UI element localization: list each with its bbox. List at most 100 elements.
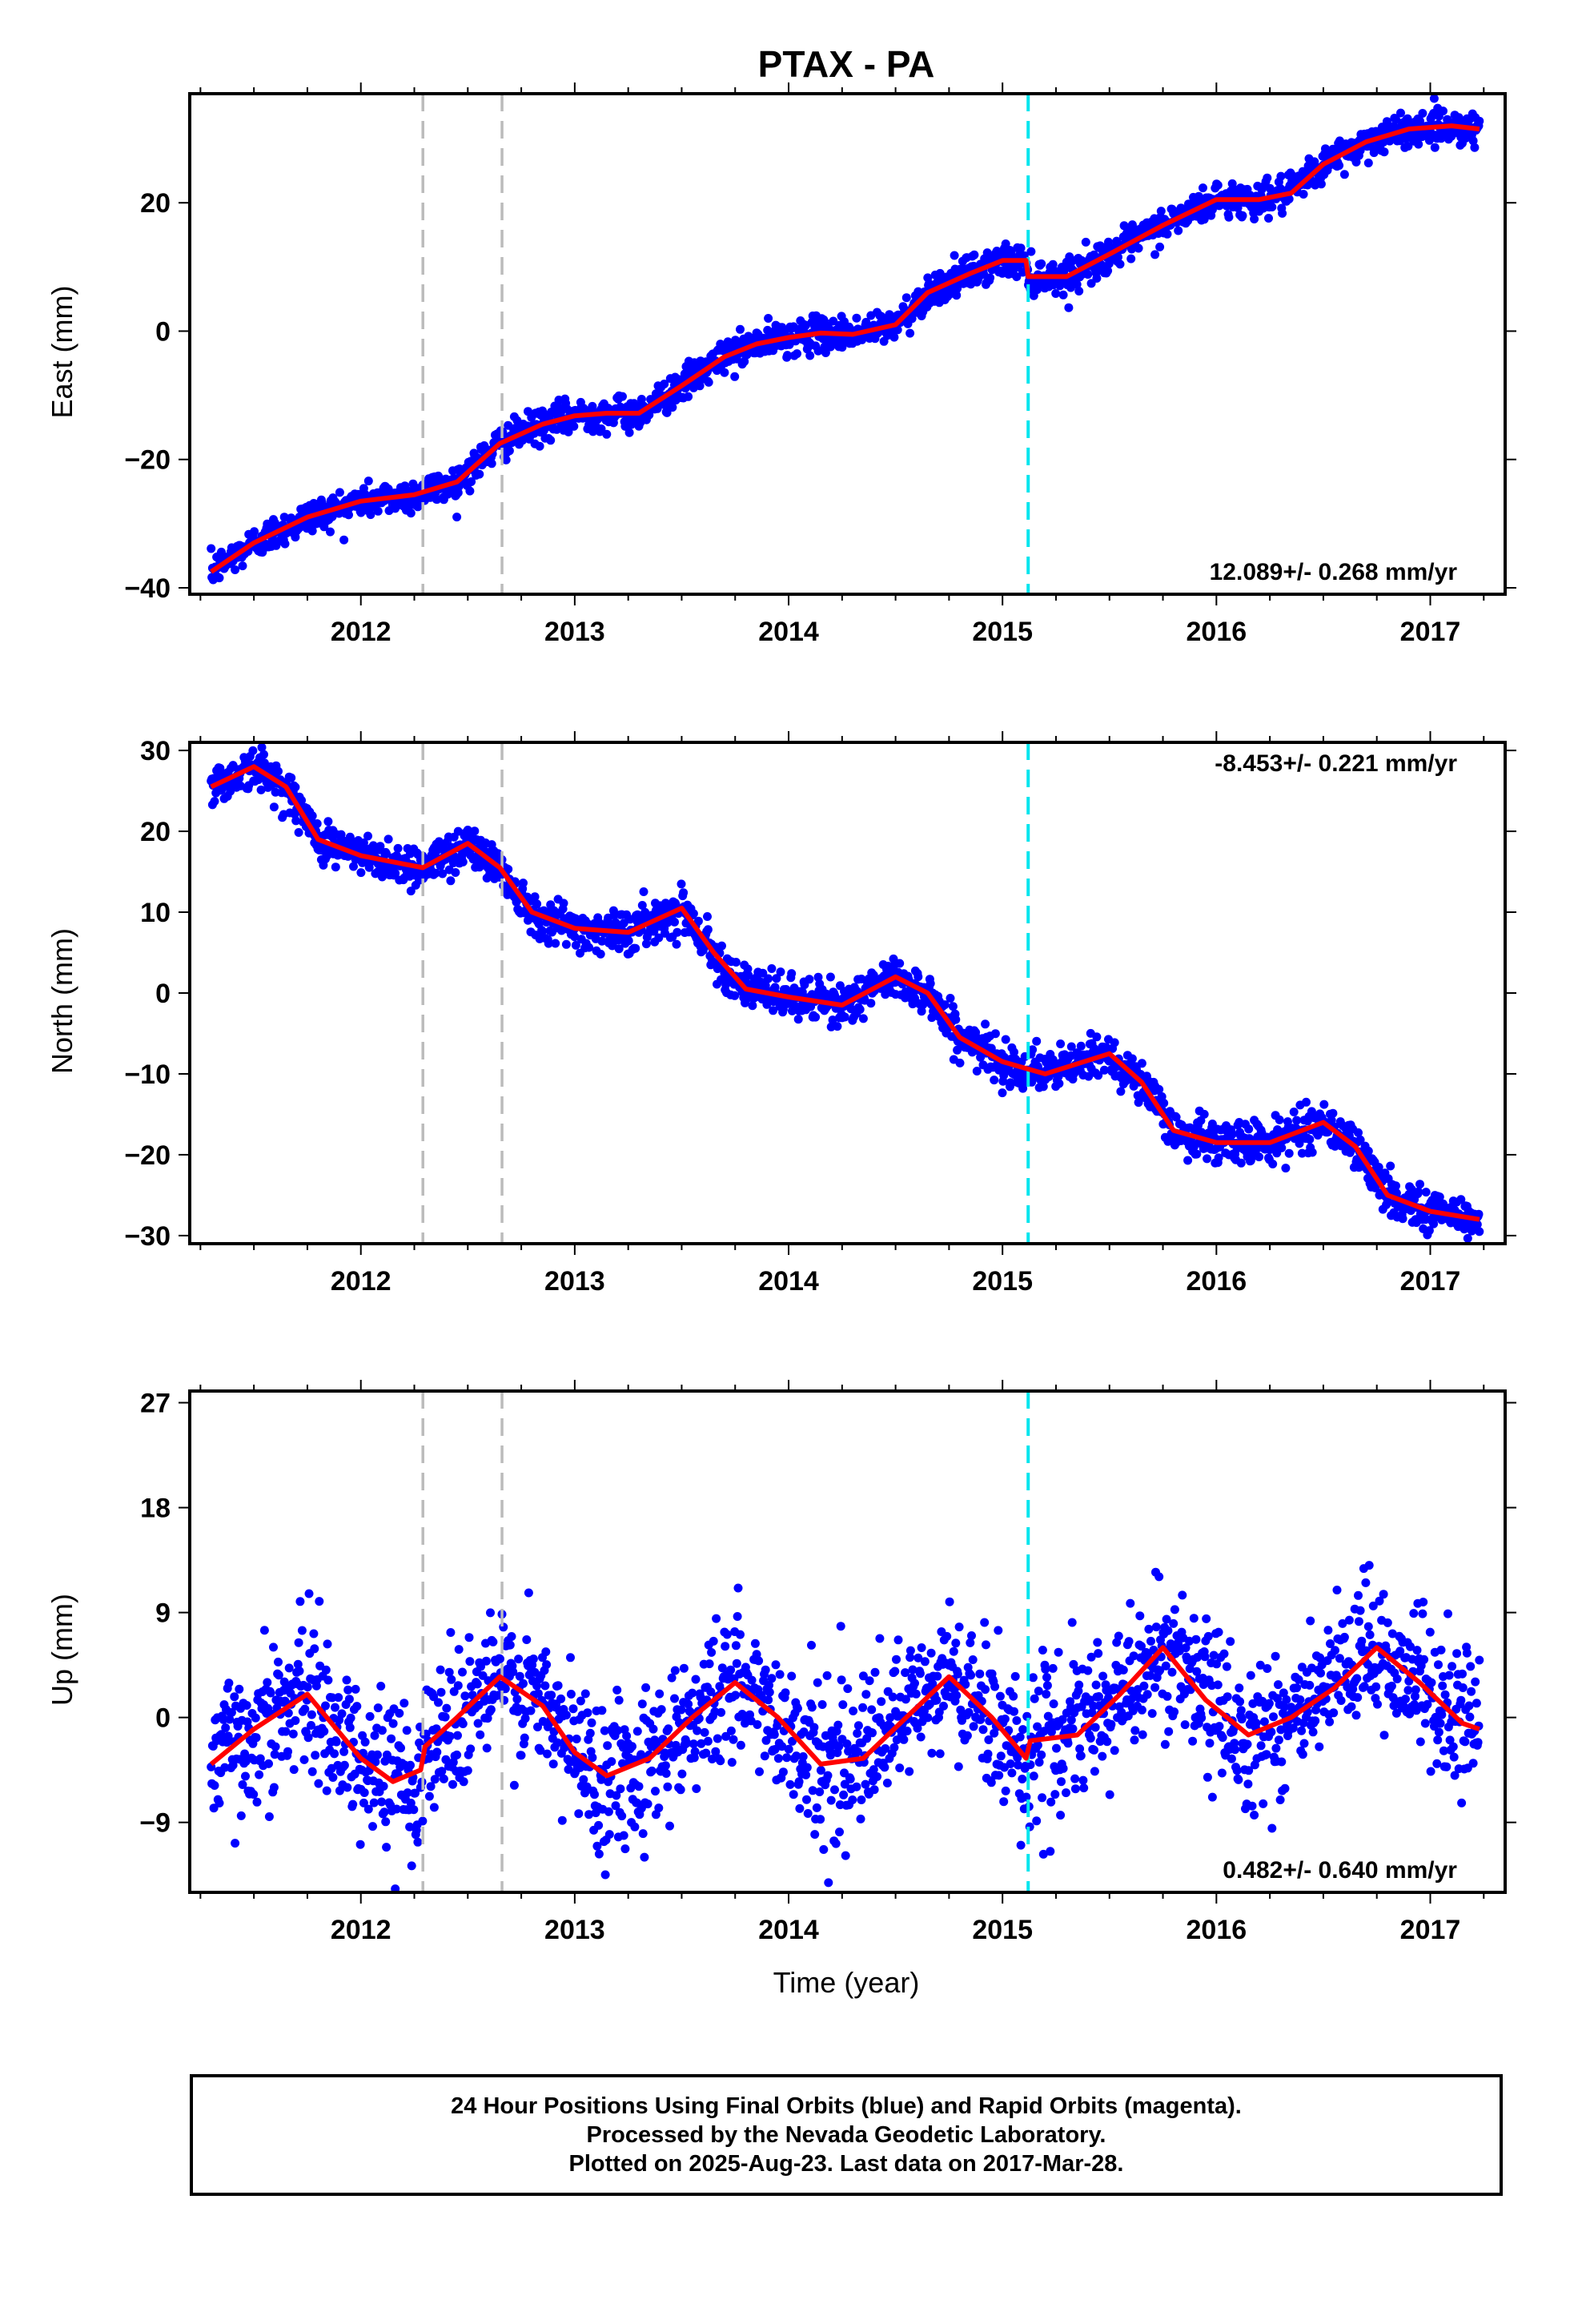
data-point xyxy=(822,1671,832,1680)
data-point xyxy=(946,994,955,1003)
data-point xyxy=(315,1597,324,1606)
data-point xyxy=(811,1012,821,1022)
data-point xyxy=(1074,287,1084,296)
data-point xyxy=(594,1849,604,1859)
data-point xyxy=(812,1803,821,1812)
data-point xyxy=(842,1739,852,1749)
data-point xyxy=(331,1737,341,1747)
data-point xyxy=(873,1772,881,1781)
data-point xyxy=(466,1744,476,1754)
data-point xyxy=(236,1811,246,1820)
data-point xyxy=(458,1719,468,1728)
y-tick-label: −20 xyxy=(124,1140,171,1171)
data-point xyxy=(614,1695,624,1705)
data-point xyxy=(865,1676,874,1686)
data-point xyxy=(321,1665,331,1675)
data-point xyxy=(1001,1035,1010,1044)
data-point xyxy=(713,1734,722,1743)
data-point xyxy=(1299,190,1308,199)
data-point xyxy=(915,1669,925,1679)
data-point xyxy=(785,1779,795,1789)
data-point xyxy=(263,1678,272,1687)
data-point xyxy=(636,395,646,404)
data-point xyxy=(1396,108,1405,118)
data-point xyxy=(660,380,669,388)
data-point xyxy=(383,834,393,844)
data-point xyxy=(487,459,496,468)
data-point xyxy=(295,1667,304,1676)
data-point xyxy=(295,1597,305,1606)
data-point xyxy=(396,1743,405,1753)
data-point xyxy=(662,408,672,417)
data-point xyxy=(459,1777,468,1787)
data-point xyxy=(310,1644,319,1654)
data-point xyxy=(869,1785,879,1795)
data-point xyxy=(1415,1180,1424,1189)
data-point xyxy=(632,1727,642,1736)
data-point xyxy=(528,1655,538,1663)
data-point xyxy=(795,1803,805,1813)
data-point xyxy=(436,1687,446,1697)
data-point xyxy=(845,1775,855,1784)
data-point xyxy=(767,1674,777,1683)
data-point xyxy=(303,1733,313,1743)
data-point xyxy=(221,1723,231,1732)
data-point xyxy=(519,879,528,888)
data-point xyxy=(945,1597,954,1606)
data-point xyxy=(1475,1227,1484,1236)
data-point xyxy=(1429,94,1439,103)
data-point xyxy=(893,325,902,335)
data-point xyxy=(1115,259,1125,269)
data-point xyxy=(923,1713,933,1723)
data-point xyxy=(990,1076,999,1085)
data-point xyxy=(583,1708,592,1718)
data-point xyxy=(522,1635,532,1644)
data-point xyxy=(452,513,462,522)
data-point xyxy=(1155,242,1165,251)
data-point xyxy=(602,429,612,439)
data-point xyxy=(651,1787,660,1796)
x-tick-label: 2014 xyxy=(758,617,819,647)
data-point xyxy=(1103,266,1113,275)
data-point xyxy=(323,1639,332,1649)
data-point xyxy=(604,1807,613,1816)
data-point xyxy=(600,1870,610,1880)
data-point xyxy=(359,1788,369,1797)
data-point xyxy=(307,526,317,536)
data-point xyxy=(1092,1032,1102,1042)
data-point xyxy=(736,1740,745,1750)
data-point xyxy=(630,1822,640,1831)
data-point xyxy=(969,1722,978,1731)
data-point xyxy=(910,1679,919,1688)
data-point xyxy=(637,1699,647,1709)
data-point xyxy=(641,1683,651,1692)
data-point xyxy=(949,1647,958,1656)
x-tick-label: 2015 xyxy=(972,1266,1033,1297)
data-point xyxy=(250,527,259,537)
data-point xyxy=(343,1685,353,1695)
data-point xyxy=(452,1750,462,1759)
data-point xyxy=(369,1798,379,1807)
data-point xyxy=(825,972,835,982)
data-point xyxy=(794,1777,804,1787)
rate-annotation-north: -8.453+/- 0.221 mm/yr xyxy=(1215,750,1457,777)
data-point xyxy=(829,316,838,326)
data-point xyxy=(590,1790,599,1799)
y-tick-label: −10 xyxy=(124,1059,171,1090)
data-point xyxy=(596,424,606,433)
data-point xyxy=(297,1626,307,1635)
data-point xyxy=(877,1697,886,1707)
data-point xyxy=(360,1737,370,1747)
x-tick-label: 2014 xyxy=(758,1266,819,1297)
data-point xyxy=(727,1758,737,1767)
data-point xyxy=(1275,183,1285,193)
data-point xyxy=(264,1812,274,1821)
data-point xyxy=(259,750,268,759)
data-point xyxy=(748,1001,757,1011)
data-point xyxy=(622,1731,632,1741)
data-point xyxy=(368,1822,377,1831)
data-point xyxy=(1032,1036,1042,1046)
data-point xyxy=(516,1751,526,1760)
data-point xyxy=(942,1631,952,1641)
data-point xyxy=(600,1726,609,1735)
